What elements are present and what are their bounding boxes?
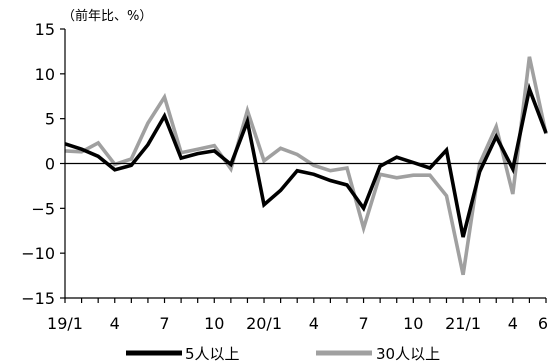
x-tick-label: 19/1 [47,314,83,333]
series-layer [64,56,548,276]
x-tick-label: 7 [358,314,368,333]
y-tick-label: 0 [45,155,55,174]
x-axis-ticks: 19/1 4 7 10 20/1 4 7 10 21/1 4 6 [47,298,548,333]
x-tick-label: 6 [538,314,548,333]
legend-label-5-nin-ijo: 5人以上 [185,345,240,363]
x-tick-label: 4 [110,314,120,333]
x-tick-label: 4 [508,314,518,333]
y-tick-label: 5 [45,110,55,129]
y-tick-label: −5 [31,199,55,218]
series-line-5-nin-ijo [64,82,548,238]
x-tick-label: 7 [159,314,169,333]
unit-label: （前年比、%） [62,8,152,24]
y-tick-label: 10 [35,65,55,84]
x-tick-label: 20/1 [246,314,282,333]
y-axis-ticks: 15 10 5 0 −5 −10 −15 [21,20,65,308]
legend: 5人以上 30人以上 [126,345,440,363]
x-tick-label: 10 [403,314,423,333]
y-tick-label: 15 [35,20,55,39]
x-tick-label: 21/1 [445,314,481,333]
x-tick-label: 10 [204,314,224,333]
legend-label-30-nin-ijo: 30人以上 [376,345,440,363]
series-line-30-nin-ijo [64,56,548,276]
x-tick-label: 4 [309,314,319,333]
y-tick-label: −15 [21,289,55,308]
y-tick-label: −10 [21,244,55,263]
